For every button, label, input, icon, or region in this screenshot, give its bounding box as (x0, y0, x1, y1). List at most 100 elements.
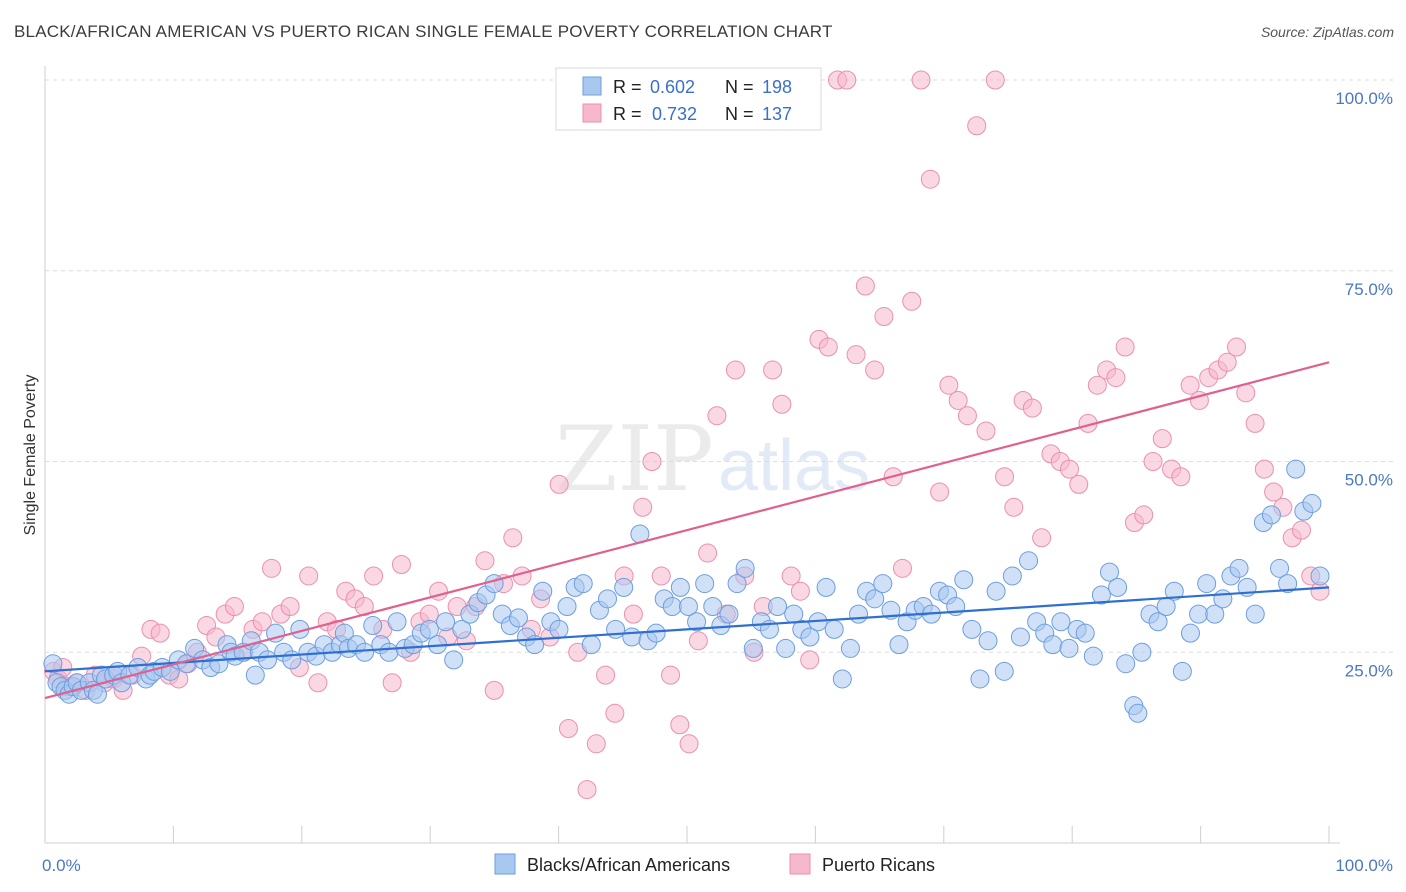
legend-top: R = 0.602 N = 198 R = 0.732 N = 137 (555, 67, 822, 131)
watermark-atlas: atlas (718, 426, 870, 506)
blacks-point-91 (695, 574, 715, 594)
blacks-point-106 (816, 577, 836, 597)
blacks-point-85 (646, 623, 666, 643)
blacks-point-34 (245, 665, 265, 685)
blacks-point-154 (1197, 574, 1217, 594)
legend-r-value-2: 0.732 (652, 104, 697, 124)
blacks-point-80 (606, 619, 626, 639)
blacks-point-146 (1132, 642, 1152, 662)
puerto-rican-point-64 (623, 604, 643, 624)
blacks-point-101 (776, 638, 796, 658)
puerto-rican-point-98 (939, 375, 959, 395)
puerto-rican-point-87 (837, 70, 857, 90)
puerto-rican-point-111 (1059, 459, 1079, 479)
legend-n-value-1: 198 (762, 77, 792, 97)
blacks-point-112 (865, 589, 885, 609)
trend-line-blacks (44, 586, 1330, 673)
legend-bottom-swatch-pink (789, 853, 811, 875)
puerto-rican-point-120 (1143, 452, 1163, 471)
blacks-point-57 (419, 619, 439, 639)
puerto-rican-point-70 (679, 734, 699, 754)
blacks-point-124 (962, 619, 982, 639)
blacks-point-143 (1116, 654, 1136, 674)
puerto-rican-point-112 (1069, 474, 1089, 494)
puerto-rican-point-101 (967, 116, 987, 136)
blacks-point-104 (800, 627, 820, 647)
puerto-rican-point-24 (252, 612, 272, 632)
blacks-point-97 (743, 638, 763, 658)
legend-swatch-pink (582, 103, 602, 123)
blacks-point-61 (452, 619, 472, 639)
puerto-rican-point-89 (855, 276, 875, 296)
puerto-rican-point-91 (874, 307, 894, 327)
puerto-rican-point-94 (902, 291, 922, 311)
blacks-point-113 (873, 574, 893, 594)
blacks-point-60 (444, 650, 464, 670)
blacks-point-49 (355, 642, 375, 662)
x-tick-labels: 0.0% 100.0% (42, 856, 1393, 875)
blacks-point-39 (282, 650, 302, 670)
blacks-point-139 (1083, 646, 1103, 666)
puerto-rican-point-104 (995, 467, 1015, 487)
puerto-rican-point-117 (1115, 337, 1135, 357)
puerto-rican-point-71 (688, 631, 708, 651)
blacks-point-168 (1310, 566, 1330, 586)
blacks-point-163 (1270, 558, 1290, 578)
puerto-rican-point-114 (1087, 375, 1107, 395)
blacks-point-74 (557, 596, 577, 616)
puerto-rican-point-100 (957, 406, 977, 426)
puerto-rican-point-21 (224, 596, 244, 616)
puerto-rican-point-121 (1152, 429, 1172, 449)
puerto-rican-point-82 (790, 581, 810, 601)
blacks-point-50 (363, 616, 383, 636)
watermark-zip: ZIP (555, 407, 714, 512)
puerto-rican-point-128 (1217, 352, 1237, 372)
y-tick-label-50: 50.0% (1345, 471, 1393, 490)
puerto-rican-point-132 (1254, 459, 1274, 479)
blacks-point-79 (598, 589, 618, 609)
puerto-rican-point-107 (1022, 398, 1042, 418)
legend-r-label-2: R = (613, 104, 642, 124)
puerto-rican-point-69 (670, 715, 690, 735)
legend-n-label-1: N = (725, 77, 754, 97)
puerto-rican-point-72 (698, 543, 718, 563)
puerto-rican-point-80 (772, 394, 792, 414)
blacks-point-125 (970, 669, 990, 689)
chart-title: BLACK/AFRICAN AMERICAN VS PUERTO RICAN S… (14, 22, 833, 41)
puerto-rican-point-56 (549, 474, 569, 494)
legend-bottom: Blacks/African Americans Puerto Ricans (494, 853, 935, 875)
blacks-point-160 (1245, 604, 1265, 624)
puerto-rican-point-96 (920, 169, 940, 189)
puerto-rican-point-136 (1291, 520, 1311, 540)
puerto-rican-point-62 (605, 703, 625, 723)
puerto-rican-point-95 (911, 70, 931, 90)
puerto-rican-point-97 (930, 482, 950, 502)
blacks-point-108 (832, 669, 852, 689)
legend-n-label-2: N = (725, 104, 754, 124)
y-tick-label-25: 25.0% (1345, 661, 1393, 680)
puerto-rican-point-68 (661, 665, 681, 685)
blacks-point-115 (889, 635, 909, 655)
puerto-rican-point-61 (596, 665, 616, 685)
blacks-point-140 (1091, 585, 1111, 605)
puerto-rican-point-75 (725, 360, 745, 380)
puerto-rican-point-85 (818, 337, 838, 357)
legend-bottom-label-pink: Puerto Ricans (822, 855, 935, 875)
puerto-rican-point-102 (976, 421, 996, 441)
legend-n-value-2: 137 (762, 104, 792, 124)
legend-r-value-1: 0.602 (650, 77, 695, 97)
blacks-point-90 (687, 612, 707, 632)
puerto-rican-point-39 (391, 555, 411, 575)
blacks-point-59 (436, 612, 456, 632)
puerto-rican-point-83 (800, 650, 820, 670)
blacks-point-88 (670, 577, 690, 597)
puerto-rican-point-90 (865, 360, 885, 380)
puerto-rican-point-29 (299, 566, 319, 586)
blacks-point-158 (1229, 558, 1249, 578)
blacks-point-109 (840, 638, 860, 658)
blacks-point-156 (1213, 589, 1233, 609)
blacks-point-68 (508, 608, 528, 628)
blacks-point-110 (849, 604, 869, 624)
puerto-rican-point-131 (1245, 413, 1265, 433)
